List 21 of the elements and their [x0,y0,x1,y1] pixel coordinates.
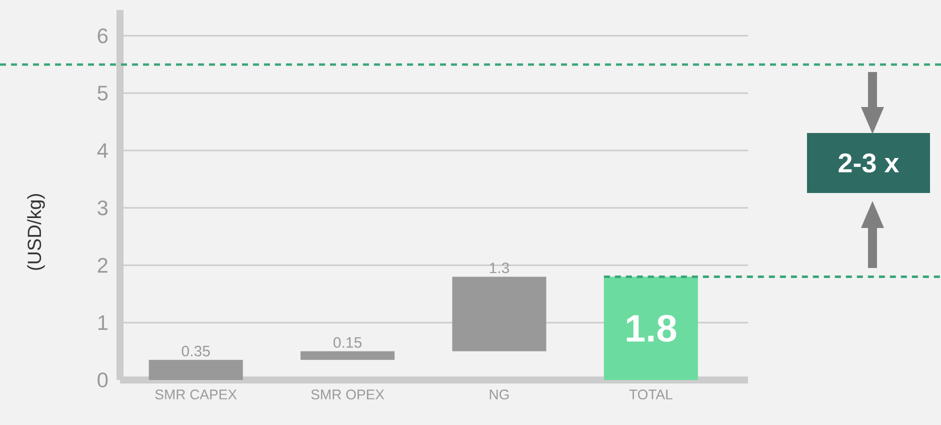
data-label: 0.15 [334,337,362,348]
y-tick-label: 6 [98,28,108,44]
x-tick-label: SMR OPEX [311,390,384,400]
bar [300,351,395,360]
data-label: 0.35 [182,346,210,356]
x-tick-label: NG [490,390,509,400]
data-label: 1.8 [626,314,676,342]
y-tick-label: 0 [98,372,108,388]
y-tick-label: 4 [97,143,108,158]
y-tick-label: 2 [98,258,108,273]
y-tick-label: 3 [98,200,108,216]
x-tick-label: TOTAL [629,390,672,400]
bar [604,276,698,380]
y-axis-title: (USD/kg) [27,194,45,270]
data-label: 1.3 [490,262,510,274]
text: 2-3 x [838,153,900,173]
y-tick-label: 1 [98,315,108,330]
x-tick-label: SMR CAPEX [155,390,237,400]
bar [452,276,546,352]
bar [148,360,243,380]
y-tick-label: 5 [98,86,108,100]
